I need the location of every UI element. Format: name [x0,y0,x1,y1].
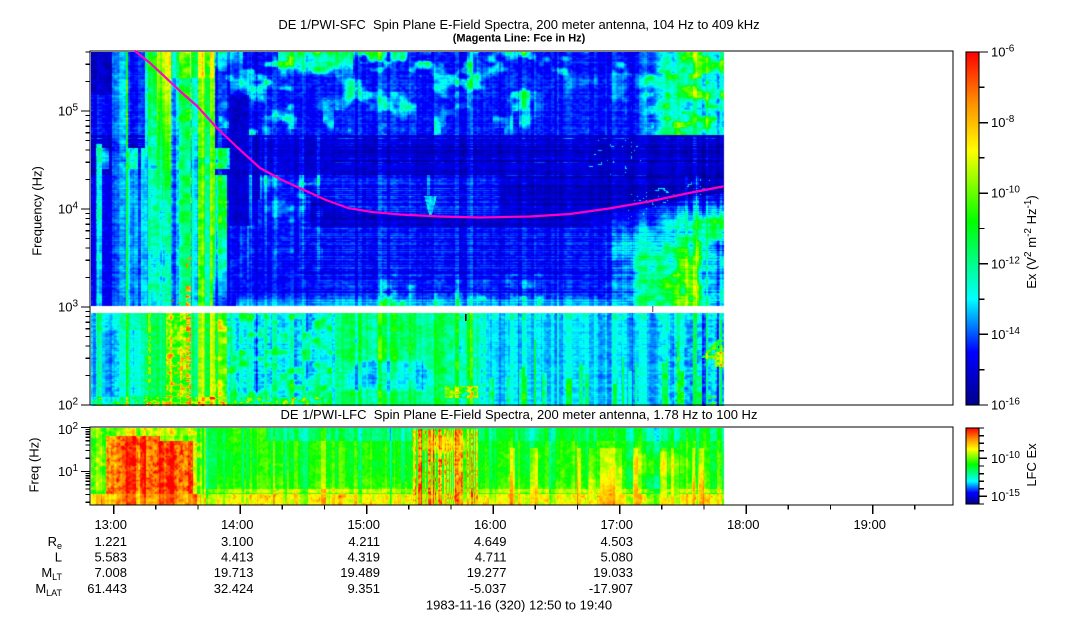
svg-text:17:00: 17:00 [600,517,633,532]
svg-text:19.713: 19.713 [214,565,254,580]
svg-text:DE 1/PWI-SFC Spin Plane E-Fie: DE 1/PWI-SFC Spin Plane E-Field Spectra,… [278,17,759,32]
svg-text:Re: Re [48,534,62,551]
svg-text:7.008: 7.008 [94,565,127,580]
svg-text:1.221: 1.221 [94,534,127,549]
svg-text:DE 1/PWI-LFC Spin Plane E-Fie: DE 1/PWI-LFC Spin Plane E-Field Spectra,… [281,407,758,422]
svg-text:4.503: 4.503 [600,534,633,549]
svg-text:13:00: 13:00 [94,517,127,532]
svg-text:MLAT: MLAT [35,581,62,598]
svg-text:9.351: 9.351 [347,581,380,596]
svg-text:16:00: 16:00 [474,517,507,532]
svg-text:104: 104 [58,201,78,217]
svg-text:4.211: 4.211 [348,534,380,549]
svg-text:61.443: 61.443 [87,581,127,596]
svg-text:102: 102 [58,397,78,413]
svg-text:101: 101 [58,463,78,479]
svg-text:10-14: 10-14 [991,326,1020,342]
svg-text:10-15: 10-15 [991,488,1020,504]
svg-text:MLT: MLT [41,565,62,582]
svg-text:10-16: 10-16 [991,397,1020,413]
svg-text:5.080: 5.080 [600,550,633,565]
svg-text:102: 102 [58,421,78,437]
svg-text:15:00: 15:00 [347,517,380,532]
svg-text:19.277: 19.277 [467,565,507,580]
svg-text:3.100: 3.100 [221,534,254,549]
svg-text:19:00: 19:00 [853,517,886,532]
svg-text:4.413: 4.413 [221,550,254,565]
svg-text:-17.907: -17.907 [589,581,633,596]
svg-text:103: 103 [58,299,78,315]
svg-text:19.033: 19.033 [593,565,633,580]
svg-text:18:00: 18:00 [727,517,760,532]
svg-text:10-6: 10-6 [991,44,1015,60]
svg-text:10-10: 10-10 [991,450,1020,466]
svg-text:19.489: 19.489 [340,565,380,580]
svg-text:4.319: 4.319 [347,550,380,565]
svg-text:5.583: 5.583 [94,550,127,565]
svg-text:-5.037: -5.037 [470,581,507,596]
svg-text:32.424: 32.424 [214,581,254,596]
svg-text:4.711: 4.711 [475,550,507,565]
svg-text:1983-11-16 (320) 12:50 to 19:4: 1983-11-16 (320) 12:50 to 19:40 [426,598,612,613]
svg-text:10-8: 10-8 [991,114,1015,130]
svg-text:Ex (V2 m-2 Hz-1): Ex (V2 m-2 Hz-1) [1023,195,1039,289]
svg-text:(Magenta Line: Fce in Hz): (Magenta Line: Fce in Hz) [453,33,586,45]
svg-text:10-12: 10-12 [991,255,1020,271]
svg-text:14:00: 14:00 [221,517,254,532]
svg-text:105: 105 [58,103,78,119]
svg-text:LFC Ex: LFC Ex [1024,443,1039,487]
svg-text:Frequency (Hz): Frequency (Hz) [30,166,45,256]
svg-text:Freq (Hz): Freq (Hz) [27,438,42,493]
svg-text:10-10: 10-10 [991,185,1020,201]
svg-text:L: L [55,550,62,565]
svg-text:4.649: 4.649 [474,534,507,549]
